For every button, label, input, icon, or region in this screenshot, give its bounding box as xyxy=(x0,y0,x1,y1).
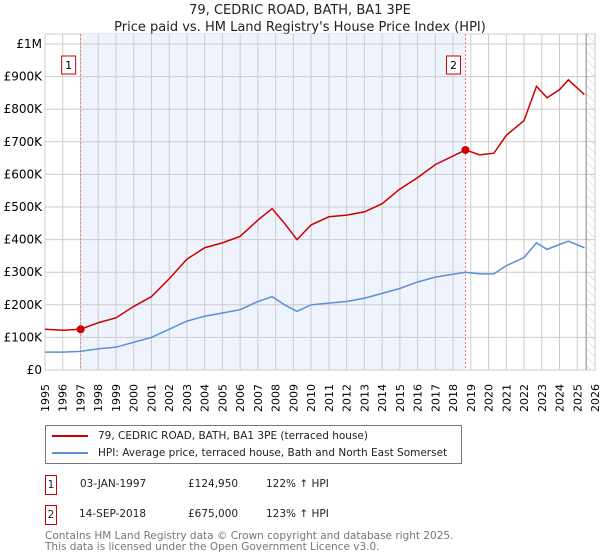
x-tick-label: 2006 xyxy=(234,384,247,412)
x-tick-label: 2013 xyxy=(358,384,371,412)
sale-hpi: 122% ↑ HPI xyxy=(266,478,329,490)
x-tick-label: 2002 xyxy=(163,384,176,412)
x-tick-label: 2010 xyxy=(305,384,318,412)
future-hatch xyxy=(586,34,595,370)
x-tick-label: 2001 xyxy=(145,384,158,412)
x-tick-label: 2003 xyxy=(181,384,194,412)
x-tick-label: 2014 xyxy=(376,384,389,412)
x-tick-label: 2016 xyxy=(412,384,425,412)
y-tick-label: £500K xyxy=(4,200,44,214)
x-tick-label: 2007 xyxy=(252,384,265,412)
x-tick-label: 2008 xyxy=(270,384,283,412)
sale-point xyxy=(461,145,470,154)
x-tick-label: 1996 xyxy=(57,384,70,412)
sale-price: £675,000 xyxy=(188,508,239,520)
chart-subtitle: Price paid vs. HM Land Registry's House … xyxy=(114,20,486,35)
y-tick-label: £1M xyxy=(16,37,42,51)
legend-hpi: HPI: Average price, terraced house, Bath… xyxy=(98,447,448,459)
x-tick-label: 2019 xyxy=(465,384,478,412)
sale-point xyxy=(76,325,85,334)
footer: Contains HM Land Registry data © Crown c… xyxy=(45,531,453,553)
sale-marker-box xyxy=(61,55,77,75)
x-tick-label: 2005 xyxy=(216,384,229,412)
x-tick-label: 2015 xyxy=(394,384,407,412)
sale-date: 03-JAN-1997 xyxy=(80,478,147,490)
sale-date: 14-SEP-2018 xyxy=(79,508,147,520)
x-tick-label: 2020 xyxy=(483,384,496,412)
ownership-shade xyxy=(80,34,466,370)
sale-marker-box xyxy=(445,55,461,75)
sale-marker-label: 2 xyxy=(450,59,457,72)
x-tick-label: 2025 xyxy=(571,384,584,412)
sale-marker-label: 1 xyxy=(65,59,72,72)
y-tick-label: £600K xyxy=(4,167,44,181)
legend: 79, CEDRIC ROAD, BATH, BA1 3PE (terraced… xyxy=(45,425,462,464)
x-tick-label: 2012 xyxy=(341,384,354,412)
x-tick-label: 1997 xyxy=(74,384,87,412)
sale-badge: 2 xyxy=(45,505,57,525)
x-tick-label: 2011 xyxy=(323,384,336,412)
x-tick-label: 1998 xyxy=(92,384,105,412)
sale-price: £124,950 xyxy=(188,478,239,490)
x-tick-label: 1999 xyxy=(110,384,123,412)
hpi-line xyxy=(45,240,585,353)
y-tick-label: £400K xyxy=(4,233,44,247)
legend-red-line xyxy=(52,435,88,437)
y-tick-label: £900K xyxy=(4,70,44,84)
legend-blue-line xyxy=(52,452,88,454)
x-tick-label: 2009 xyxy=(287,384,300,412)
property-price-line xyxy=(44,78,585,331)
footer-line-1: Contains HM Land Registry data © Crown c… xyxy=(45,530,454,542)
x-tick-label: 1995 xyxy=(39,384,52,412)
y-tick-label: £200K xyxy=(4,298,44,312)
footer-line-2: This data is licensed under the Open Gov… xyxy=(45,541,380,553)
x-tick-label: 2026 xyxy=(589,384,600,412)
x-tick-label: 2004 xyxy=(199,384,212,412)
y-tick-label: £300K xyxy=(4,265,44,279)
legend-property: 79, CEDRIC ROAD, BATH, BA1 3PE (terraced… xyxy=(98,430,368,442)
y-tick-label: £100K xyxy=(4,330,44,344)
sale-badge: 1 xyxy=(45,475,57,495)
x-tick-label: 2024 xyxy=(554,384,567,412)
x-tick-label: 2000 xyxy=(128,384,141,412)
x-tick-label: 2022 xyxy=(518,384,531,412)
sale-hpi: 123% ↑ HPI xyxy=(266,508,329,520)
x-tick-label: 2018 xyxy=(447,384,460,412)
x-tick-label: 2021 xyxy=(500,384,513,412)
price-chart: 1995 1996 1997 1998 1999 2000 2001 2002 2003 2004… xyxy=(4,33,600,412)
y-tick-label: £700K xyxy=(4,135,44,149)
x-tick-label: 2017 xyxy=(429,384,442,412)
chart-title: 79, CEDRIC ROAD, BATH, BA1 3PE xyxy=(189,3,411,18)
x-tick-label: 2023 xyxy=(536,384,549,412)
y-tick-label: £800K xyxy=(4,102,44,116)
y-tick-label: £0 xyxy=(27,363,42,377)
